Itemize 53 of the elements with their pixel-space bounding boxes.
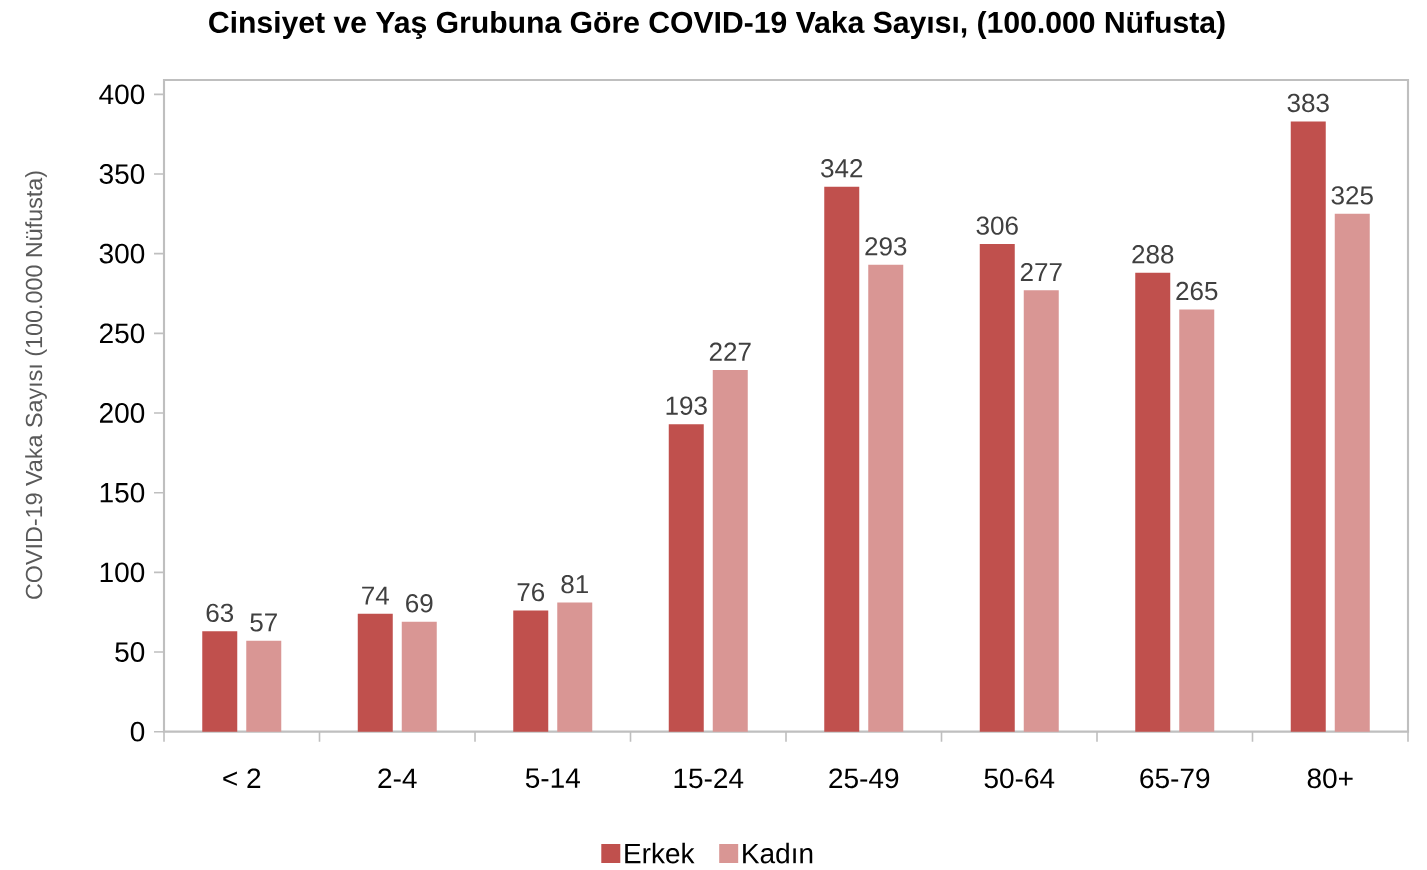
data-label: 227 bbox=[709, 342, 751, 361]
data-label: 277 bbox=[1020, 262, 1062, 282]
data-label: 288 bbox=[1132, 245, 1174, 264]
data-label: 293 bbox=[865, 237, 907, 256]
data-label: 76 bbox=[517, 582, 545, 602]
bar bbox=[1135, 272, 1171, 732]
data-label: 193 bbox=[666, 396, 707, 415]
bar bbox=[712, 369, 748, 732]
legend-label: Erkek bbox=[625, 842, 695, 864]
y-tick-label: 0 bbox=[130, 721, 145, 742]
data-label: 74 bbox=[362, 586, 389, 605]
data-label: 265 bbox=[1176, 281, 1218, 301]
data-label: 63 bbox=[206, 603, 234, 623]
bar bbox=[557, 602, 593, 732]
x-tick-label: < 2 bbox=[223, 768, 261, 788]
x-tick-label: 25-49 bbox=[829, 768, 899, 789]
bar bbox=[401, 621, 437, 732]
data-label: 57 bbox=[250, 613, 277, 632]
x-tick-label: 65-79 bbox=[1140, 768, 1210, 789]
x-tick-label: 80+ bbox=[1307, 768, 1353, 789]
y-tick-label: 300 bbox=[99, 243, 145, 264]
chart-title: Cinsiyet ve Yaş Grubuna Göre COVID-19 Vaka Sayısı, (100.000 Nüfusta) bbox=[209, 10, 1225, 40]
bar bbox=[1290, 121, 1326, 732]
x-tick-label: 50-64 bbox=[984, 768, 1055, 789]
bar bbox=[246, 640, 282, 732]
data-label: 342 bbox=[821, 159, 863, 178]
bar bbox=[1334, 213, 1370, 732]
bar bbox=[868, 264, 904, 732]
y-tick-label: 400 bbox=[99, 84, 145, 105]
bar bbox=[1179, 309, 1215, 732]
data-label: 69 bbox=[406, 594, 433, 613]
bar bbox=[202, 631, 238, 732]
y-axis-title: COVID-19 Vaka Sayısı (100.000 Nüfusta) bbox=[25, 171, 47, 599]
x-tick-label: 5-14 bbox=[525, 768, 580, 788]
data-label: 81 bbox=[561, 574, 588, 594]
data-label: 325 bbox=[1331, 186, 1373, 205]
bar bbox=[668, 424, 704, 732]
y-tick-label: 350 bbox=[99, 164, 145, 184]
data-label: 383 bbox=[1287, 93, 1329, 113]
y-tick-label: 200 bbox=[99, 403, 145, 423]
x-tick-label: 15-24 bbox=[674, 768, 744, 789]
bar bbox=[979, 244, 1015, 732]
y-tick-label: 50 bbox=[115, 642, 145, 662]
bar bbox=[513, 610, 549, 732]
y-tick-label: 100 bbox=[100, 562, 145, 583]
bar bbox=[1023, 290, 1059, 732]
x-tick-label: 2-4 bbox=[378, 768, 417, 788]
data-label: 306 bbox=[976, 216, 1018, 235]
y-tick-label: 250 bbox=[99, 323, 145, 344]
y-tick-label: 150 bbox=[100, 482, 145, 503]
bar bbox=[824, 186, 860, 732]
legend-label: Kadın bbox=[743, 842, 813, 864]
bar bbox=[357, 613, 393, 732]
